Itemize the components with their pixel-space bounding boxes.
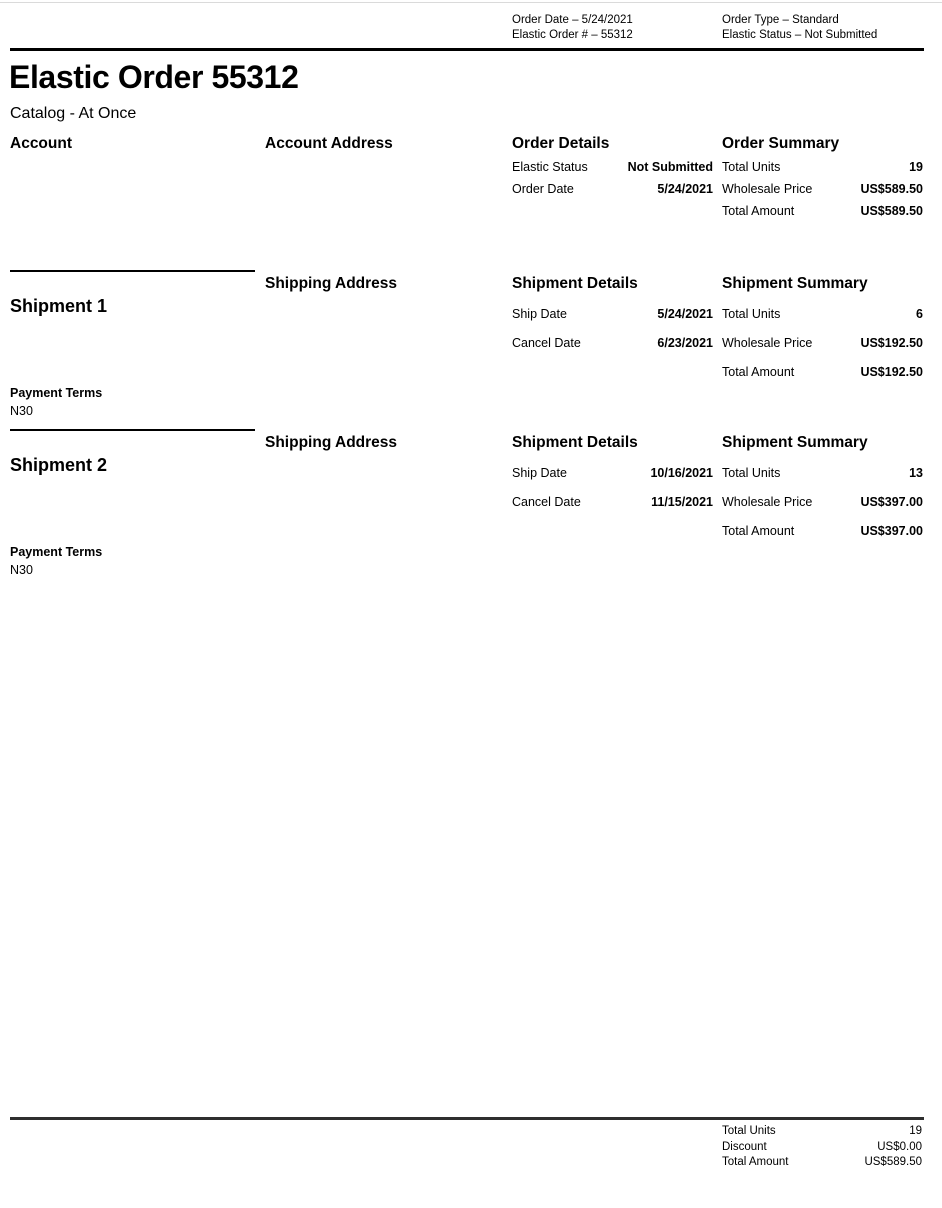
row-label: Total Amount <box>722 204 795 218</box>
payment-terms-value: N30 <box>10 404 33 418</box>
row-value: 6 <box>916 307 923 321</box>
row-value: 5/24/2021 <box>657 307 713 321</box>
row-label: Total Units <box>722 466 781 480</box>
shipment-summary-row: Total Units 13 <box>722 467 923 480</box>
footer-total-row: Total Amount US$589.50 <box>722 1156 922 1168</box>
row-value: 19 <box>909 160 923 174</box>
row-value: US$589.50 <box>860 182 923 196</box>
footer-total-row: Total Units 19 <box>722 1125 922 1137</box>
payment-terms-block: Payment Terms N30 <box>10 387 102 418</box>
shipment-divider <box>10 270 255 272</box>
account-heading: Account <box>10 135 72 152</box>
row-label: Total Units <box>722 307 781 321</box>
shipment-summary-row: Total Amount US$192.50 <box>722 366 923 379</box>
row-value: US$0.00 <box>877 1140 922 1153</box>
order-details-section: Order Details Elastic Status Not Submitt… <box>512 136 713 196</box>
row-value: US$397.00 <box>860 495 923 509</box>
row-value: Not Submitted <box>627 160 713 174</box>
shipment-summary-heading: Shipment Summary <box>722 434 868 451</box>
row-label: Total Units <box>722 1125 776 1137</box>
row-label: Total Amount <box>722 365 795 379</box>
footer-totals-section: Total Units 19 Discount US$0.00 Total Am… <box>722 1125 922 1168</box>
account-section: Account <box>10 136 255 152</box>
shipment-details-section: Shipment Details Ship Date 5/24/2021 Can… <box>512 276 713 350</box>
meta-elastic-status: Elastic Status – Not Submitted <box>722 29 878 41</box>
page-subtitle: Catalog - At Once <box>10 105 137 122</box>
shipment-summary-section: Shipment Summary Total Units 6 Wholesale… <box>722 276 923 379</box>
payment-terms-block: Payment Terms N30 <box>10 546 102 577</box>
shipment-summary-row: Total Amount US$397.00 <box>722 525 923 538</box>
order-summary-row: Total Amount US$589.50 <box>722 205 923 218</box>
payment-terms-label: Payment Terms <box>10 545 103 559</box>
shipment-details-row: Cancel Date 11/15/2021 <box>512 496 713 509</box>
top-divider <box>0 2 942 3</box>
page-title: Elastic Order 55312 <box>9 59 299 95</box>
meta-order-type: Order Type – Standard <box>722 14 839 26</box>
row-value: US$192.50 <box>860 336 923 350</box>
row-value: 10/16/2021 <box>650 466 713 480</box>
shipping-address-section: Shipping Address <box>265 435 500 451</box>
shipment-summary-heading: Shipment Summary <box>722 275 868 292</box>
row-label: Cancel Date <box>512 336 581 350</box>
footer-divider <box>10 1117 924 1120</box>
shipment-summary-section: Shipment Summary Total Units 13 Wholesal… <box>722 435 923 538</box>
account-address-heading: Account Address <box>265 135 393 152</box>
shipment-details-row: Cancel Date 6/23/2021 <box>512 337 713 350</box>
row-value: 19 <box>909 1125 922 1137</box>
row-label: Elastic Status <box>512 160 588 174</box>
order-details-heading: Order Details <box>512 135 610 152</box>
row-value: 11/15/2021 <box>651 495 713 509</box>
row-label: Wholesale Price <box>722 495 813 509</box>
shipping-address-heading: Shipping Address <box>265 434 398 451</box>
row-label: Total Units <box>722 160 781 174</box>
meta-order-date: Order Date – 5/24/2021 <box>512 14 633 26</box>
shipment-summary-row: Total Units 6 <box>722 308 923 321</box>
account-address-section: Account Address <box>265 136 500 152</box>
shipping-address-heading: Shipping Address <box>265 275 398 292</box>
row-value: US$589.50 <box>864 1156 922 1168</box>
row-value: 13 <box>909 466 923 480</box>
row-label: Ship Date <box>512 307 567 321</box>
shipment-details-row: Ship Date 5/24/2021 <box>512 308 713 321</box>
shipment-summary-row: Wholesale Price US$192.50 <box>722 337 923 350</box>
shipment-2-section: Shipment 2 Shipping Address Shipment Det… <box>0 429 942 589</box>
shipment-details-row: Ship Date 10/16/2021 <box>512 467 713 480</box>
row-value: 6/23/2021 <box>657 336 713 350</box>
shipment-details-heading: Shipment Details <box>512 275 638 292</box>
meta-elastic-order-number: Elastic Order # – 55312 <box>512 29 633 41</box>
row-label: Wholesale Price <box>722 182 813 196</box>
shipment-details-section: Shipment Details Ship Date 10/16/2021 Ca… <box>512 435 713 509</box>
row-label: Total Amount <box>722 524 795 538</box>
shipment-2-heading: Shipment 2 <box>10 455 108 475</box>
row-value: US$192.50 <box>860 365 923 379</box>
footer-total-row: Discount US$0.00 <box>722 1141 922 1153</box>
order-details-row: Elastic Status Not Submitted <box>512 161 713 174</box>
payment-terms-value: N30 <box>10 563 33 577</box>
row-label: Cancel Date <box>512 495 581 509</box>
order-summary-section: Order Summary Total Units 19 Wholesale P… <box>722 136 923 218</box>
shipment-summary-row: Wholesale Price US$397.00 <box>722 496 923 509</box>
header-divider <box>10 48 924 51</box>
row-value: US$397.00 <box>860 524 923 538</box>
meta-header-right: Order Type – Standard Elastic Status – N… <box>722 13 877 43</box>
row-label: Wholesale Price <box>722 336 813 350</box>
order-summary-heading: Order Summary <box>722 135 840 152</box>
shipment-1-heading: Shipment 1 <box>10 296 108 316</box>
row-label: Order Date <box>512 182 574 196</box>
shipment-details-heading: Shipment Details <box>512 434 638 451</box>
shipment-divider <box>10 429 255 431</box>
shipping-address-section: Shipping Address <box>265 276 500 292</box>
payment-terms-label: Payment Terms <box>10 386 103 400</box>
order-summary-row: Wholesale Price US$589.50 <box>722 183 923 196</box>
row-label: Discount <box>722 1140 767 1153</box>
row-label: Ship Date <box>512 466 567 480</box>
order-details-row: Order Date 5/24/2021 <box>512 183 713 196</box>
row-value: 5/24/2021 <box>657 182 713 196</box>
row-value: US$589.50 <box>860 204 923 218</box>
row-label: Total Amount <box>722 1156 789 1168</box>
shipment-1-section: Shipment 1 Shipping Address Shipment Det… <box>0 270 942 430</box>
order-summary-row: Total Units 19 <box>722 161 923 174</box>
meta-header-left: Order Date – 5/24/2021 Elastic Order # –… <box>512 13 633 43</box>
